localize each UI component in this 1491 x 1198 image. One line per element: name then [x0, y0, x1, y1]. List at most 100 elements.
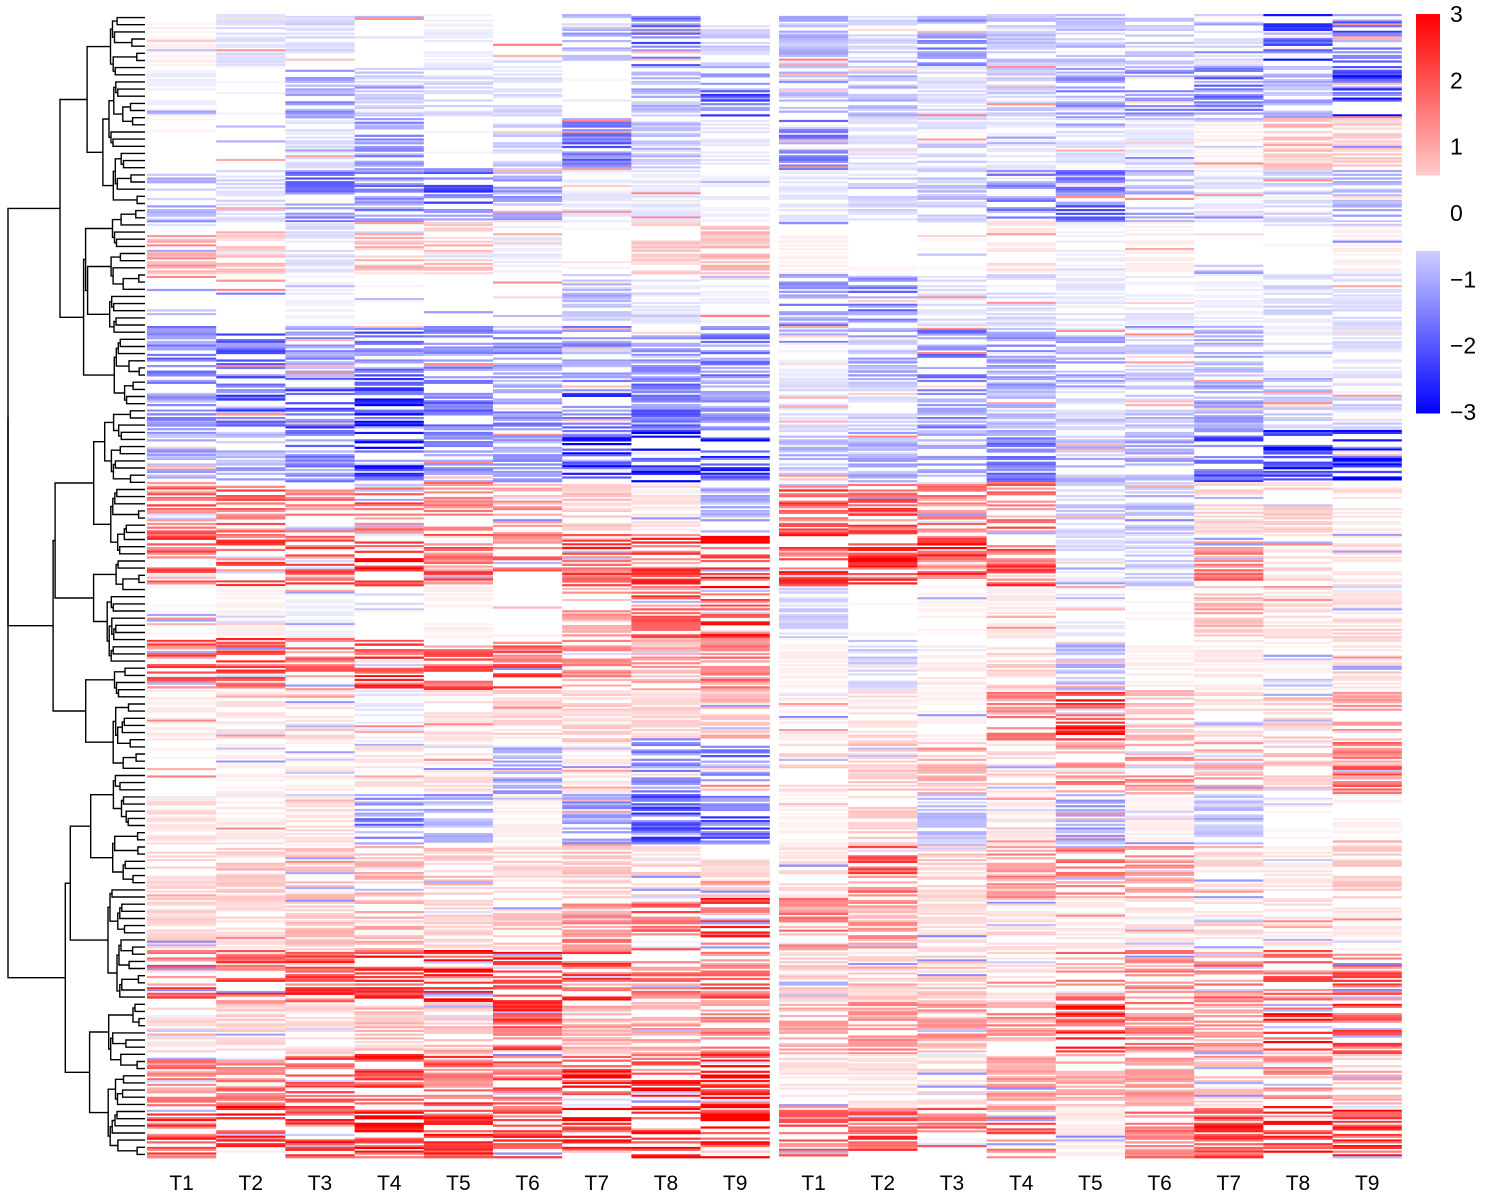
heatmap-cell: [917, 19, 987, 22]
heatmap-cell: [1055, 621, 1125, 624]
heatmap-cell: [216, 831, 286, 834]
heatmap-cell: [493, 357, 563, 360]
heatmap-cell: [700, 502, 770, 505]
heatmap-cell: [285, 379, 355, 383]
heatmap-cell: [631, 413, 701, 416]
heatmap-cell: [423, 589, 493, 592]
heatmap-cell: [147, 1020, 217, 1023]
heatmap-cell: [423, 177, 493, 180]
heatmap-cell: [562, 1146, 632, 1150]
heatmap-cell: [216, 539, 286, 542]
heatmap-cell: [917, 235, 987, 238]
heatmap-cell: [700, 1046, 770, 1049]
heatmap-cell: [147, 99, 217, 102]
heatmap-cell: [917, 558, 987, 561]
heatmap-cell: [1332, 602, 1402, 605]
heatmap-cell: [216, 847, 286, 851]
heatmap-cell: [285, 1037, 355, 1040]
heatmap-cell: [216, 756, 286, 760]
heatmap-cell: [562, 1039, 632, 1042]
heatmap-cell: [147, 51, 217, 54]
heatmap-cell: [147, 47, 217, 50]
heatmap-cell: [1055, 454, 1125, 457]
heatmap-cell: [631, 534, 701, 537]
heatmap-cell: [779, 149, 849, 152]
heatmap-cell: [354, 424, 424, 427]
heatmap-cell: [1332, 398, 1402, 401]
heatmap-cell: [423, 717, 493, 721]
heatmap-cell: [1263, 327, 1333, 331]
heatmap-cell: [779, 430, 849, 433]
heatmap-cell: [423, 994, 493, 997]
heatmap-cell: [354, 95, 424, 98]
heatmap-cell: [562, 227, 632, 230]
heatmap-cell: [986, 207, 1056, 210]
heatmap-cell: [779, 439, 849, 442]
heatmap-cell: [848, 428, 918, 431]
heatmap-cell: [493, 175, 563, 178]
heatmap-cell: [285, 49, 355, 52]
heatmap-cell: [700, 25, 770, 28]
heatmap-cell: [147, 1137, 217, 1140]
heatmap-cell: [700, 1141, 770, 1144]
heatmap-cell: [285, 528, 355, 531]
heatmap-cell: [562, 118, 632, 121]
heatmap-cell: [917, 285, 987, 288]
heatmap-cell: [1263, 465, 1333, 468]
heatmap-cell: [631, 426, 701, 429]
heatmap-cell: [631, 418, 701, 422]
heatmap-cell: [986, 530, 1056, 533]
heatmap-cell: [1263, 309, 1333, 312]
heatmap-cell: [986, 331, 1056, 334]
heatmap-cell: [147, 937, 217, 940]
heatmap-cell: [779, 322, 849, 325]
heatmap-cell: [848, 602, 918, 605]
heatmap-cell: [1194, 326, 1264, 329]
heatmap-cell: [147, 586, 217, 589]
heatmap-cell: [631, 842, 701, 845]
heatmap-cell: [631, 378, 701, 381]
heatmap-cell: [917, 30, 987, 33]
heatmap-cell: [423, 443, 493, 446]
heatmap-cell: [700, 827, 770, 830]
heatmap-cell: [700, 426, 770, 429]
heatmap-cell: [216, 580, 286, 583]
heatmap-cell: [700, 990, 770, 994]
heatmap-cell: [1263, 125, 1333, 128]
heatmap-cell: [631, 719, 701, 722]
heatmap-cell: [354, 77, 424, 80]
heatmap-cell: [562, 539, 632, 542]
heatmap-cell: [216, 686, 286, 689]
heatmap-cell: [216, 556, 286, 559]
heatmap-cell: [354, 775, 424, 778]
heatmap-cell: [147, 654, 217, 657]
heatmap-cell: [1332, 177, 1402, 180]
heatmap-cell: [1194, 64, 1264, 67]
heatmap-cell: [631, 948, 701, 951]
heatmap-cell: [1332, 51, 1402, 54]
heatmap-cell: [493, 1143, 563, 1146]
heatmap-cell: [700, 701, 770, 704]
heatmap-cell: [147, 931, 217, 934]
heatmap-cell: [1332, 140, 1402, 143]
heatmap-cell: [354, 266, 424, 269]
heatmap-cell: [562, 504, 632, 507]
heatmap-cell: [216, 823, 286, 826]
heatmap-cell: [285, 638, 355, 641]
heatmap-cell: [562, 935, 632, 938]
heatmap-cell: [216, 1130, 286, 1133]
heatmap-cell: [493, 912, 563, 916]
heatmap-cell: [700, 240, 770, 243]
heatmap-cell: [562, 155, 632, 158]
heatmap-cell: [423, 1109, 493, 1112]
heatmap-cell: [986, 155, 1056, 158]
heatmap-cell: [493, 337, 563, 340]
heatmap-cell: [285, 777, 355, 780]
heatmap-cell: [216, 420, 286, 423]
heatmap-cell: [493, 708, 563, 711]
heatmap-cell: [1194, 288, 1264, 292]
heatmap-cell: [779, 313, 849, 316]
heatmap-cell: [562, 99, 632, 102]
heatmap-cell: [147, 896, 217, 899]
heatmap-cell: [631, 753, 701, 756]
